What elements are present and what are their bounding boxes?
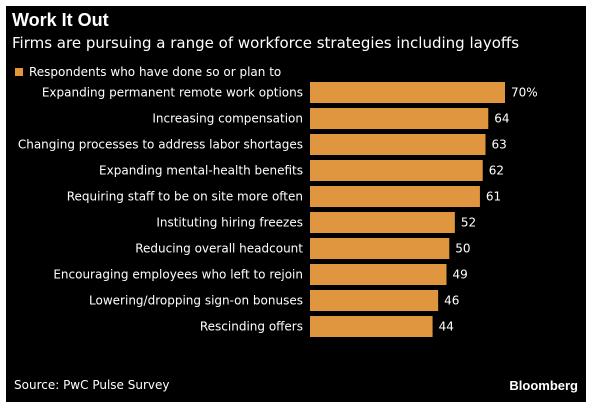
bar bbox=[310, 264, 447, 285]
bar bbox=[310, 238, 450, 259]
category-label: Encouraging employees who left to rejoin bbox=[53, 268, 303, 282]
bloomberg-logo: Bloomberg bbox=[509, 378, 578, 393]
bar bbox=[310, 134, 486, 155]
bar bbox=[310, 186, 480, 207]
category-label: Changing processes to address labor shor… bbox=[18, 138, 303, 152]
category-label: Lowering/dropping sign-on bonuses bbox=[89, 294, 303, 308]
category-label: Expanding permanent remote work options bbox=[42, 86, 303, 100]
bar-chart: Expanding permanent remote work options 7… bbox=[18, 82, 538, 337]
bar bbox=[310, 82, 505, 103]
value-label: 62 bbox=[489, 164, 504, 178]
source-note: Source: PwC Pulse Survey bbox=[14, 378, 170, 392]
legend: Respondents who have done so or plan to bbox=[15, 65, 281, 79]
bar bbox=[310, 160, 483, 181]
category-label: Increasing compensation bbox=[152, 112, 303, 126]
chart-title: Work It Out bbox=[12, 10, 109, 30]
chart-subtitle: Firms are pursuing a range of workforce … bbox=[12, 34, 520, 52]
bar bbox=[310, 290, 439, 311]
category-label: Requiring staff to be on site more often bbox=[67, 190, 303, 204]
value-label: 61 bbox=[486, 190, 501, 204]
value-label: 50 bbox=[455, 242, 470, 256]
category-label: Expanding mental-health benefits bbox=[99, 164, 303, 178]
bar bbox=[310, 108, 489, 129]
value-label: 49 bbox=[453, 268, 468, 282]
value-label: 46 bbox=[444, 294, 459, 308]
value-label: 63 bbox=[492, 138, 507, 152]
legend-label: Respondents who have done so or plan to bbox=[29, 65, 282, 79]
category-label: Rescinding offers bbox=[200, 320, 303, 334]
chart-panel: Work It Out Firms are pursuing a range o… bbox=[6, 6, 586, 402]
bar bbox=[310, 316, 433, 337]
bar bbox=[310, 212, 455, 233]
legend-swatch bbox=[15, 68, 23, 76]
value-label: 70% bbox=[511, 86, 538, 100]
value-label: 44 bbox=[439, 320, 454, 334]
value-label: 52 bbox=[461, 216, 476, 230]
category-label: Reducing overall headcount bbox=[135, 242, 303, 256]
category-label: Instituting hiring freezes bbox=[156, 216, 303, 230]
value-label: 64 bbox=[494, 112, 509, 126]
